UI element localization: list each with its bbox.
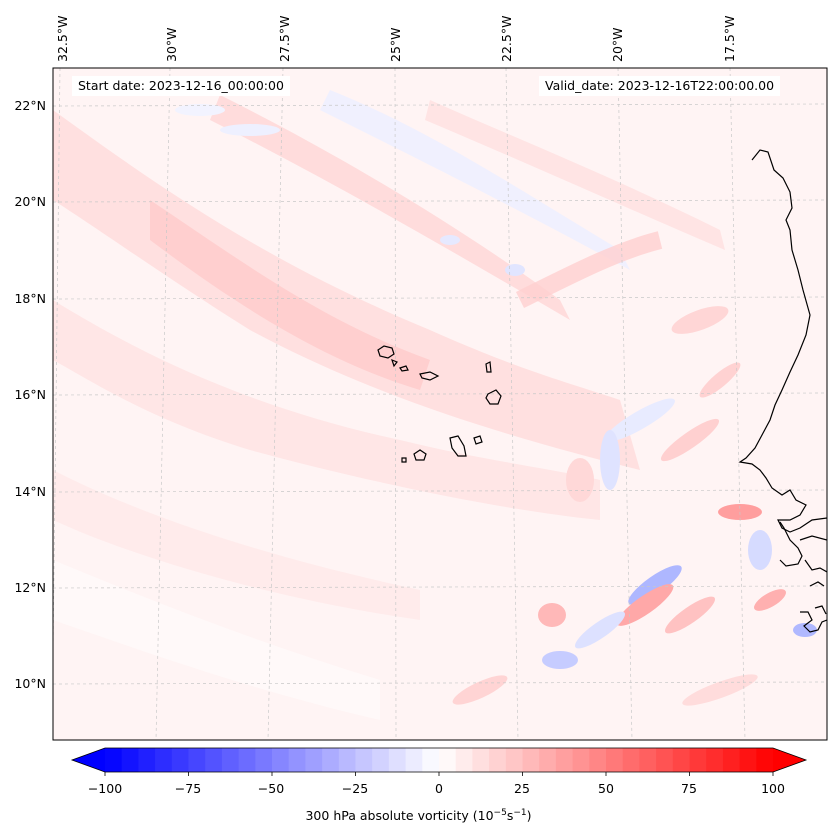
lat-label-14n: 14°N <box>14 484 46 499</box>
colorbar-segment <box>238 748 256 772</box>
map-frame <box>52 67 828 741</box>
colorbar-segment <box>656 748 674 772</box>
colorbar-segment <box>689 748 707 772</box>
colorbar-segment <box>405 748 423 772</box>
colorbar-segment <box>138 748 156 772</box>
colorbar-segment <box>155 748 173 772</box>
lon-label-32-5w: 32.5°W <box>55 15 70 62</box>
valid-date-label: Valid_date: 2023-12-16T22:00:00.00 <box>539 76 781 96</box>
vorticity-field <box>53 68 827 740</box>
start-date-label: Start date: 2023-12-16_00:00:00 <box>72 76 290 96</box>
colorbar-segment <box>338 748 356 772</box>
colorbar-segment <box>171 748 189 772</box>
colorbar-segment <box>255 748 273 772</box>
colorbar-label: 300 hPa absolute vorticity (10−5s−1) <box>305 808 532 824</box>
lat-label-12n: 12°N <box>14 580 46 595</box>
lon-label-20w: 20°W <box>610 27 625 62</box>
colorbar-segment <box>572 748 590 772</box>
colorbar-segment <box>539 748 557 772</box>
colorbar-tick: 50 <box>598 781 614 796</box>
colorbar-extend-max <box>773 748 806 772</box>
colorbar-tick: −100 <box>87 781 123 796</box>
colorbar-segment <box>722 748 741 772</box>
colorbar-segment <box>489 748 507 772</box>
colorbar-segment <box>105 748 123 772</box>
colorbar-tick: −50 <box>257 781 285 796</box>
lon-label-17-5w: 17.5°W <box>722 15 737 62</box>
colorbar-segment <box>505 748 523 772</box>
colorbar-extend-min <box>72 748 105 772</box>
colorbar-segment <box>706 748 724 772</box>
colorbar-tick: −25 <box>341 781 369 796</box>
colorbar-segment <box>272 748 290 772</box>
colorbar <box>70 747 808 776</box>
coastline <box>738 149 827 633</box>
colorbar-tick: 100 <box>761 781 785 796</box>
colorbar-tick: −75 <box>174 781 202 796</box>
colorbar-segment <box>305 748 323 772</box>
colorbar-segment <box>205 748 223 772</box>
lon-label-25w: 25°W <box>388 27 403 62</box>
colorbar-tick: 75 <box>681 781 697 796</box>
colorbar-tick: 25 <box>514 781 530 796</box>
colorbar-segment <box>455 748 473 772</box>
colorbar-segment <box>606 748 624 772</box>
lat-label-16n: 16°N <box>14 387 46 402</box>
lat-label-22n: 22°N <box>14 98 46 113</box>
colorbar-segment <box>372 748 390 772</box>
colorbar-segment <box>121 748 139 772</box>
lat-label-10n: 10°N <box>14 676 46 691</box>
colorbar-segment <box>355 748 373 772</box>
colorbar-segment <box>188 748 206 772</box>
colorbar-segment <box>639 748 657 772</box>
colorbar-segment <box>221 748 240 772</box>
lat-label-20n: 20°N <box>14 194 46 209</box>
lon-label-27-5w: 27.5°W <box>277 15 292 62</box>
colorbar-segment <box>288 748 306 772</box>
colorbar-segment <box>589 748 607 772</box>
colorbar-tick: 0 <box>435 781 443 796</box>
colorbar-segment <box>672 748 690 772</box>
colorbar-segment <box>756 748 774 772</box>
lon-label-30w: 30°W <box>164 27 179 62</box>
colorbar-segment <box>322 748 340 772</box>
colorbar-segment <box>622 748 640 772</box>
lon-label-22-5w: 22.5°W <box>499 15 514 62</box>
colorbar-segment <box>522 748 540 772</box>
colorbar-segment <box>739 748 757 772</box>
colorbar-segment <box>388 748 407 772</box>
colorbar-segment <box>472 748 490 772</box>
colorbar-segment <box>555 748 574 772</box>
island-outlines <box>377 345 502 463</box>
colorbar-segment <box>439 748 457 772</box>
colorbar-segment <box>422 748 440 772</box>
lat-label-18n: 18°N <box>14 291 46 306</box>
